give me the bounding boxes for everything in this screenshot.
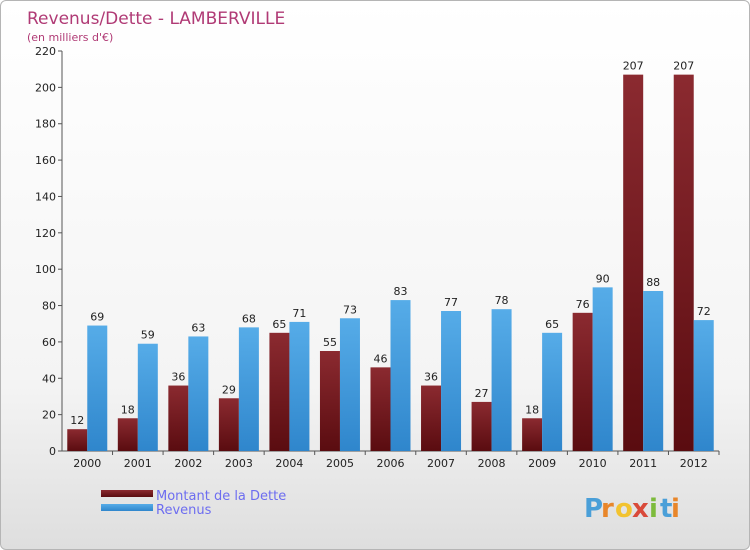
logo-letter: t [660, 494, 672, 524]
data-label-revenus: 68 [242, 312, 256, 325]
data-label-debt: 18 [121, 403, 135, 416]
data-label-debt: 36 [424, 371, 438, 384]
bar-debt [471, 401, 492, 451]
x-tick-label: 2005 [326, 457, 354, 470]
data-label-debt: 207 [623, 60, 644, 73]
y-tick-label: 100 [35, 263, 56, 276]
x-tick-label: 2004 [275, 457, 303, 470]
data-label-revenus: 59 [141, 329, 155, 342]
data-label-revenus: 88 [646, 276, 660, 289]
bar-debt [421, 385, 442, 451]
x-tick-label: 2008 [478, 457, 506, 470]
x-tick-label: 2006 [377, 457, 405, 470]
x-tick-label: 2009 [528, 457, 556, 470]
bars-group [67, 74, 714, 452]
data-label-debt: 55 [323, 336, 337, 349]
bar-debt [572, 312, 593, 451]
y-tick-label: 60 [42, 336, 56, 349]
y-tick-label: 20 [42, 409, 56, 422]
bar-debt [319, 351, 340, 451]
data-label-revenus: 90 [596, 272, 610, 285]
x-tick-label: 2012 [680, 457, 708, 470]
legend: Montant de la Dette Revenus [101, 489, 286, 518]
bar-revenus [592, 287, 613, 451]
bar-debt [218, 398, 239, 451]
bar-revenus [441, 311, 462, 451]
bar-revenus [693, 320, 714, 451]
logo-letter: i [671, 494, 680, 524]
legend-label-debt: Montant de la Dette [156, 489, 286, 504]
x-tick-label: 2002 [174, 457, 202, 470]
x-axis: 2000 2001 2002 2003 2004 2005 2006 2007 2008 2009… [62, 450, 720, 470]
bar-revenus [339, 318, 360, 451]
data-label-debt: 207 [673, 60, 694, 73]
logo-letter: o [615, 494, 633, 524]
bar-revenus [87, 325, 108, 451]
bar-debt [673, 74, 694, 452]
data-label-debt: 18 [525, 403, 539, 416]
data-label-revenus: 78 [495, 294, 509, 307]
data-label-debt: 12 [70, 414, 84, 427]
bar-revenus [289, 321, 310, 451]
x-tick-label: 2000 [73, 457, 101, 470]
y-tick-label: 40 [42, 372, 56, 385]
logo-letter: P [584, 494, 603, 524]
data-label-revenus: 69 [90, 311, 104, 324]
y-axis: 0 20 40 60 80 100 120 140 160 180 200 220 [35, 45, 63, 458]
y-tick-label: 140 [35, 190, 56, 203]
bar-debt [522, 418, 543, 451]
data-label-revenus: 72 [697, 305, 711, 318]
legend-swatch-revenus [101, 504, 153, 511]
y-tick-label: 180 [35, 118, 56, 131]
bar-revenus [491, 309, 512, 451]
data-label-debt: 76 [576, 298, 590, 311]
bar-revenus [188, 336, 209, 451]
y-tick-label: 200 [35, 81, 56, 94]
data-label-revenus: 73 [343, 303, 357, 316]
data-label-revenus: 65 [545, 318, 559, 331]
data-label-revenus: 77 [444, 296, 458, 309]
chart-subtitle: (en milliers d'€) [27, 31, 113, 44]
x-tick-label: 2003 [225, 457, 253, 470]
bar-debt [269, 332, 290, 451]
proxiti-logo: Pr o x i ti [584, 494, 680, 524]
bar-debt [168, 385, 189, 451]
logo-letter: x [632, 494, 649, 524]
bar-revenus [137, 343, 158, 451]
y-tick-label: 0 [49, 445, 56, 458]
bar-revenus [238, 327, 259, 451]
data-label-debt: 36 [171, 371, 185, 384]
bar-debt [370, 367, 391, 451]
data-label-revenus: 71 [292, 307, 306, 320]
logo-letter: i [649, 494, 658, 524]
logo-letter: r [601, 494, 614, 524]
x-tick-label: 2011 [629, 457, 657, 470]
chart-title: Revenus/Dette - LAMBERVILLE [27, 9, 285, 29]
x-tick-label: 2007 [427, 457, 455, 470]
bar-revenus [643, 291, 664, 451]
bar-revenus [390, 300, 411, 451]
y-tick-label: 120 [35, 227, 56, 240]
legend-swatch-debt [101, 490, 153, 497]
legend-label-revenus: Revenus [156, 503, 212, 518]
data-label-revenus: 63 [191, 321, 205, 334]
data-label-debt: 46 [374, 352, 388, 365]
y-tick-label: 220 [35, 45, 56, 58]
x-tick-label: 2001 [124, 457, 152, 470]
data-label-debt: 27 [475, 387, 489, 400]
data-label-debt: 65 [272, 318, 286, 331]
bar-revenus [542, 332, 563, 451]
y-tick-label: 80 [42, 300, 56, 313]
bar-debt [67, 429, 88, 451]
bar-debt [117, 418, 138, 451]
data-labels-group: 12 69 18 59 36 63 29 68 65 71 55 73 46 83 36 77 27 78 18 65… [70, 60, 710, 428]
x-tick-label: 2010 [579, 457, 607, 470]
bar-debt [623, 74, 644, 452]
data-label-debt: 29 [222, 383, 236, 396]
y-tick-label: 160 [35, 154, 56, 167]
data-label-revenus: 83 [394, 285, 408, 298]
